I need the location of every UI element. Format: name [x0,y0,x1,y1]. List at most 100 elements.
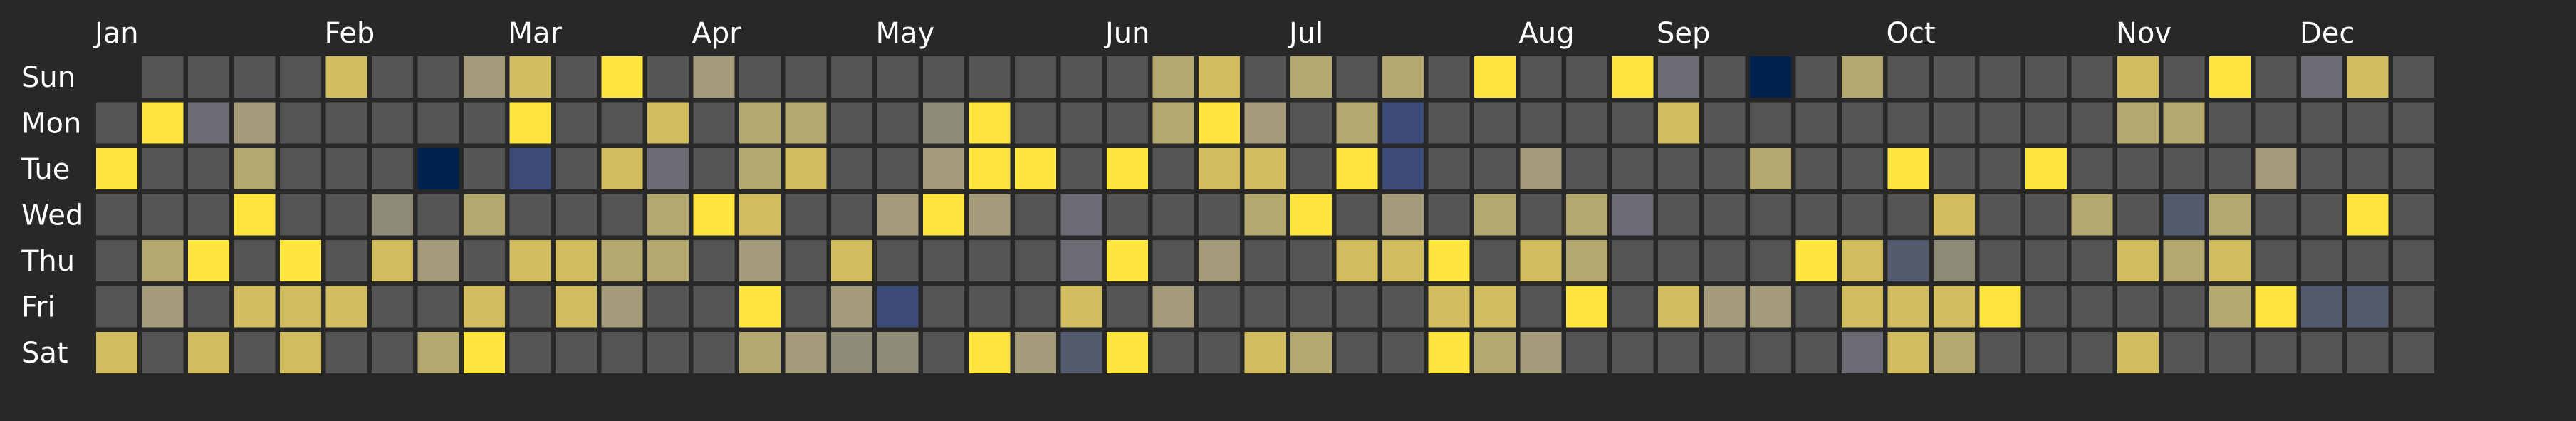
heatmap-cell [553,237,600,284]
heatmap-cell [323,53,370,100]
heatmap-cell [645,53,692,100]
heatmap-cell [1655,237,1702,284]
heatmap-cell [323,191,370,239]
heatmap-cell [185,191,232,239]
month-label: Jan [93,17,139,50]
heatmap-cell [139,99,187,147]
heatmap-cell [2344,329,2392,376]
heatmap-cell [2252,99,2300,147]
heatmap-cell [1425,283,1473,331]
heatmap-cell [277,329,324,376]
heatmap-cell [506,329,554,376]
heatmap-cell [2206,329,2253,376]
heatmap-cell [2344,99,2392,147]
heatmap-cell [1609,329,1657,376]
heatmap-cell [1471,237,1518,284]
heatmap-cell [828,237,875,284]
heatmap-cell [1012,191,1059,239]
heatmap-cell [690,237,738,284]
heatmap-cell [553,53,600,100]
heatmap-cell [2068,145,2116,192]
heatmap-cell [461,145,508,192]
weekday-labels: Sun Mon Tue Wed Thu Fri Sat [21,61,83,370]
heatmap-cell [1425,191,1473,239]
heatmap-cell [506,99,554,147]
month-label: Feb [325,17,375,50]
heatmap-cell [782,99,830,147]
heatmap-cell [2160,237,2208,284]
heatmap-cell [1333,329,1381,376]
month-label: Aug [1519,17,1575,50]
heatmap-cell [277,53,324,100]
heatmap-cell [2344,191,2392,239]
heatmap-cell [1058,191,1105,239]
heatmap-cell [874,237,922,284]
weekday-label: Fri [21,291,56,324]
weekday-label: Sun [21,61,75,94]
heatmap-cell [2298,99,2345,147]
heatmap-cell [828,283,875,331]
heatmap-cell [1701,237,1748,284]
heatmap-cell [1241,53,1289,100]
heatmap-cell [2023,329,2070,376]
heatmap-cell [553,191,600,239]
heatmap-cell [2206,237,2253,284]
heatmap-cell [1609,191,1657,239]
heatmap-cell [1380,53,1427,100]
heatmap-cell [1655,145,1702,192]
heatmap-cell [1196,53,1243,100]
heatmap-cell [1149,191,1197,239]
heatmap-cell [277,191,324,239]
heatmap-cell [1196,237,1243,284]
heatmap-cell [782,53,830,100]
heatmap-cell [1471,53,1518,100]
heatmap-cell [369,53,416,100]
heatmap-cell [1288,191,1335,239]
heatmap-cell [1288,283,1335,331]
heatmap-cell [1149,53,1197,100]
heatmap-cell [1609,99,1657,147]
heatmap-cell [2390,53,2437,100]
heatmap-cell [1241,191,1289,239]
heatmap-cell [598,283,646,331]
heatmap-cell [1333,99,1381,147]
heatmap-cell [1609,145,1657,192]
heatmap-cell [1976,329,2024,376]
heatmap-cell [231,191,278,239]
heatmap-cell [414,145,462,192]
heatmap-cell [1288,237,1335,284]
heatmap-cell [874,191,922,239]
heatmap-cell [598,145,646,192]
heatmap-cell [1104,191,1151,239]
heatmap-cell [461,283,508,331]
heatmap-cell [2390,283,2437,331]
heatmap-cell [1471,283,1518,331]
heatmap-cell [874,53,922,100]
heatmap-cell [2114,237,2162,284]
heatmap-cell [2206,191,2253,239]
heatmap-cell [782,283,830,331]
heatmap-cell [2114,329,2162,376]
heatmap-cell [2206,145,2253,192]
heatmap-cell [1931,283,1978,331]
heatmap-cell [2023,145,2070,192]
heatmap-cell [598,99,646,147]
heatmap-cell [1012,53,1059,100]
heatmap-cell [506,283,554,331]
month-label: Sep [1657,17,1710,50]
heatmap-cell [2252,283,2300,331]
heatmap-cell [1839,237,1886,284]
heatmap-cell [1655,329,1702,376]
heatmap-cell [1333,53,1381,100]
heatmap-cell [1701,283,1748,331]
heatmap-cell [690,99,738,147]
heatmap-cell [1976,99,2024,147]
heatmap-cell [1104,99,1151,147]
heatmap-cell [414,237,462,284]
heatmap-cell [1931,329,1978,376]
heatmap-cell [2252,329,2300,376]
heatmap-cell [1196,99,1243,147]
heatmap-cell [690,283,738,331]
heatmap-cell [1747,99,1794,147]
